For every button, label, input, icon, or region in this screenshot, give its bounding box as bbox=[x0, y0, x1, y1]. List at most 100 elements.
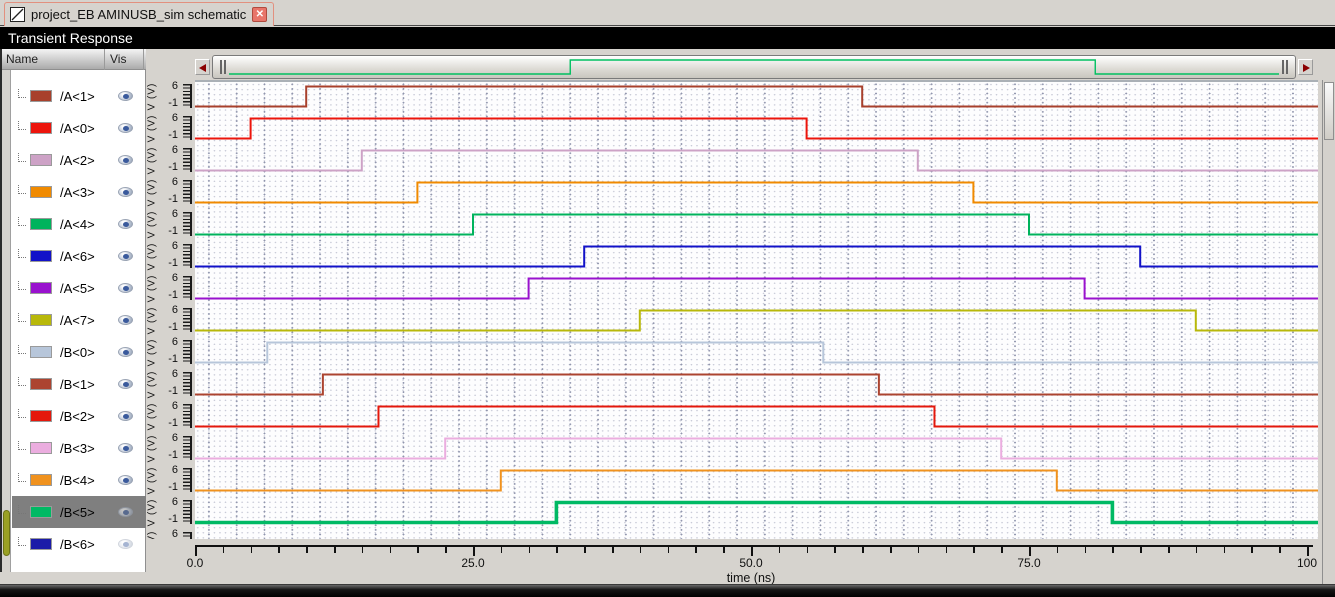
visibility-eye-icon[interactable] bbox=[118, 251, 133, 261]
schematic-tab-icon bbox=[10, 7, 25, 22]
column-header-name[interactable]: Name bbox=[2, 49, 105, 70]
time-axis-tick bbox=[917, 547, 920, 553]
column-header-vis[interactable]: Vis bbox=[106, 49, 144, 70]
time-axis-tick bbox=[1279, 547, 1281, 553]
waveform-trace bbox=[195, 341, 1318, 364]
visibility-eye-icon[interactable] bbox=[118, 187, 133, 197]
signal-row[interactable]: /A<3> bbox=[12, 176, 147, 208]
signal-row[interactable]: /B<0> bbox=[12, 336, 147, 368]
time-axis-tick bbox=[584, 547, 586, 553]
visibility-eye-icon[interactable] bbox=[118, 379, 133, 389]
window-bottom-bar bbox=[0, 584, 1335, 597]
signal-row[interactable]: /B<2> bbox=[12, 400, 147, 432]
visibility-eye-icon[interactable] bbox=[118, 155, 133, 165]
time-axis-tick bbox=[389, 547, 392, 553]
scroll-right-arrow-icon[interactable] bbox=[1298, 59, 1313, 75]
visibility-eye-icon[interactable] bbox=[118, 539, 133, 549]
waveform-trace bbox=[195, 85, 1318, 108]
tree-connector-icon bbox=[18, 441, 26, 450]
y-tick-min: -1 bbox=[168, 449, 178, 461]
y-tick-max: 6 bbox=[171, 528, 178, 539]
tree-connector-icon bbox=[18, 313, 26, 322]
y-tick-max: 6 bbox=[171, 304, 178, 316]
time-scrollbar-track[interactable] bbox=[212, 55, 1296, 79]
visibility-eye-icon[interactable] bbox=[118, 91, 133, 101]
signal-row[interactable]: /A<5> bbox=[12, 272, 147, 304]
y-tick-max: 6 bbox=[171, 496, 178, 508]
visibility-eye-icon[interactable] bbox=[118, 507, 133, 517]
signal-row[interactable]: /A<4> bbox=[12, 208, 147, 240]
signal-color-swatch bbox=[30, 506, 52, 518]
signal-rows-container: /A<1> /A<0> /A<2> /A<3> /A<4> /A<6> /A<5> /A<7>… bbox=[2, 80, 147, 550]
time-axis-tick bbox=[1056, 547, 1059, 553]
y-axis-label: V (V) bbox=[146, 528, 159, 539]
signal-row[interactable]: /A<1> bbox=[12, 80, 147, 112]
eye-iris bbox=[123, 318, 129, 323]
tab-close-icon[interactable]: ✕ bbox=[252, 7, 268, 22]
signal-row[interactable]: /A<7> bbox=[12, 304, 147, 336]
time-axis-tick bbox=[1195, 547, 1198, 553]
signal-name: /A<3> bbox=[60, 185, 95, 200]
signal-color-swatch bbox=[30, 282, 52, 294]
visibility-eye-icon[interactable] bbox=[118, 347, 133, 357]
scroll-left-arrow-icon[interactable] bbox=[195, 59, 210, 75]
visibility-eye-icon[interactable] bbox=[118, 411, 133, 421]
signal-color-swatch bbox=[30, 154, 52, 166]
y-tick-max: 6 bbox=[171, 112, 178, 124]
y-tick-max: 6 bbox=[171, 464, 178, 476]
y-axis-ruler bbox=[183, 500, 192, 524]
signal-row[interactable]: /A<6> bbox=[12, 240, 147, 272]
signal-row[interactable]: /A<2> bbox=[12, 144, 147, 176]
waveform-trace bbox=[195, 117, 1318, 140]
waveform-trace bbox=[195, 213, 1318, 236]
visibility-eye-icon[interactable] bbox=[118, 315, 133, 325]
tab-project-schematic[interactable]: project_EB AMINUSB_sim schematic ✕ bbox=[4, 2, 275, 26]
time-axis-label: time (ns) bbox=[726, 571, 776, 585]
time-axis-tick bbox=[445, 547, 447, 553]
signal-row[interactable]: /A<0> bbox=[12, 112, 147, 144]
signal-list-header: Name Vis bbox=[2, 49, 147, 70]
waveform-trace bbox=[195, 245, 1318, 268]
visibility-eye-icon[interactable] bbox=[118, 283, 133, 293]
y-axis-ruler bbox=[183, 404, 192, 428]
visibility-eye-icon[interactable] bbox=[118, 219, 133, 229]
y-tick-min: -1 bbox=[168, 257, 178, 269]
y-axis-ruler bbox=[183, 244, 192, 268]
time-tick-label: 0.0 bbox=[186, 556, 204, 570]
time-axis-tick bbox=[1223, 547, 1226, 553]
time-axis-tick bbox=[890, 547, 892, 553]
y-tick-min: -1 bbox=[168, 161, 178, 173]
scrollbar-grip-left[interactable] bbox=[220, 60, 226, 74]
visibility-eye-icon[interactable] bbox=[118, 475, 133, 485]
signal-row[interactable]: /B<4> bbox=[12, 464, 147, 496]
signal-row[interactable]: /B<1> bbox=[12, 368, 147, 400]
scrollbar-grip-right[interactable] bbox=[1282, 60, 1288, 74]
signal-list-scrollbar[interactable] bbox=[2, 70, 11, 572]
signal-row[interactable]: /B<3> bbox=[12, 432, 147, 464]
tree-connector-icon bbox=[18, 409, 26, 418]
time-axis-tick bbox=[862, 547, 864, 553]
y-axis-ruler bbox=[183, 372, 192, 396]
vertical-scrollbar[interactable] bbox=[1322, 80, 1335, 584]
tree-connector-icon bbox=[18, 377, 26, 386]
waveform-row: V (V)6-1 bbox=[146, 400, 1322, 432]
selected-signal-preview bbox=[229, 59, 1279, 75]
y-axis-ruler bbox=[183, 468, 192, 492]
waveform-row: V (V)6-1 bbox=[146, 80, 1322, 112]
time-axis-tick bbox=[778, 547, 781, 553]
visibility-eye-icon[interactable] bbox=[118, 123, 133, 133]
waveform-area: V (V) 6 -1 V (V) 6 -1 V (V) 6 -1 V (V) 6 -1 V (V) 6 -1… bbox=[146, 49, 1335, 585]
signal-color-swatch bbox=[30, 90, 52, 102]
signal-list-scroll-thumb[interactable] bbox=[3, 510, 10, 556]
tree-connector-icon bbox=[18, 217, 26, 226]
signal-row[interactable]: /B<5> bbox=[12, 496, 147, 528]
waveform-trace bbox=[195, 149, 1318, 172]
waveform-trace bbox=[195, 500, 1318, 525]
time-axis-tick bbox=[1084, 547, 1087, 553]
vertical-scroll-thumb[interactable] bbox=[1324, 82, 1334, 140]
waveform-row: V (V)6-1 bbox=[146, 272, 1322, 304]
signal-row[interactable]: /B<6> bbox=[12, 528, 147, 550]
time-tick-label: 75.0 bbox=[1017, 556, 1041, 570]
visibility-eye-icon[interactable] bbox=[118, 443, 133, 453]
y-axis-ruler bbox=[183, 212, 192, 236]
